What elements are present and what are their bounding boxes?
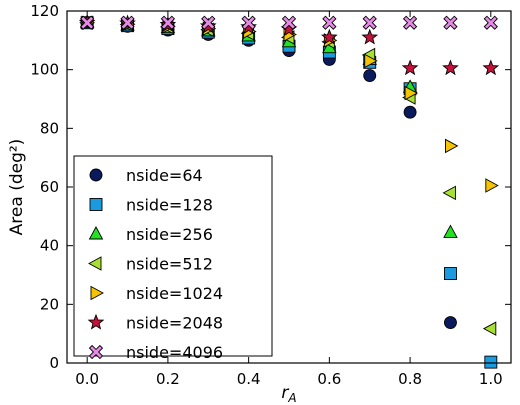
data-point [362,15,377,30]
legend-marker [89,198,103,211]
x-tick-label: 0.4 [237,370,261,388]
y-tick-label: 60 [40,178,59,196]
x-tick-label: 0.2 [156,370,180,388]
data-point [484,355,498,369]
legend-marker [89,168,103,182]
data-point [403,105,417,119]
x-tick-label: 1.0 [479,370,503,388]
data-point [402,15,418,30]
x-axis-label: rA [281,383,296,405]
legend-entry: nside=1024 [90,284,223,303]
legend-label: nside=128 [126,196,213,215]
data-point [120,15,135,30]
axes: 0.0 0.2 0.4 0.6 0.8 1.0 0 20 40 60 80 100 120 [30,2,511,388]
data-point [482,59,500,76]
data-point [443,224,458,238]
plot-frame [66,10,512,364]
data-point [482,321,497,336]
legend-label: nside=512 [126,255,213,274]
data-point [364,53,378,69]
y-tick-label: 100 [30,61,59,79]
legend-marker [88,256,102,271]
legend-entry: nside=256 [88,225,213,244]
data-point [201,15,216,30]
data-point [485,178,499,193]
data-point [240,18,257,35]
data-point [442,59,459,76]
y-tick-label: 120 [30,2,59,20]
legend: nside=64 nside=128 nside=256 nside=512 nside… [73,155,273,362]
x-tick-label: 0.6 [317,370,341,388]
data-point [483,15,498,30]
legend-marker [88,344,104,360]
legend-entry: nside=4096 [88,343,223,362]
data-point [445,138,459,154]
data-point [444,267,457,280]
data-point [281,15,297,30]
data-point [401,59,419,76]
legend-label: nside=4096 [126,343,223,362]
data-point [443,15,458,30]
legend-box [73,155,273,357]
y-tick-label: 20 [40,295,59,313]
y-tick-label: 0 [49,354,59,372]
legend-entry: nside=64 [89,166,203,185]
legend-marker [87,313,105,330]
y-tick-label: 40 [40,237,59,255]
legend-entry: nside=512 [88,255,213,274]
legend-label: nside=64 [126,166,203,185]
data-point [404,85,419,101]
y-tick-label: 80 [40,119,59,137]
legend-label: nside=2048 [126,314,223,333]
legend-entry: nside=2048 [87,313,223,333]
data-point [363,69,377,82]
data-point [321,28,338,45]
y-axis-label: Area (deg²) [7,139,27,236]
data-point [361,28,379,45]
data-point [322,15,337,30]
legend-label: nside=1024 [126,284,223,303]
legend-label: nside=256 [126,225,213,244]
series-nside-4096 [80,15,498,30]
data-point [241,15,256,30]
legend-marker [90,285,104,301]
data-point [442,185,456,201]
data-point [160,15,176,30]
data-point [80,15,95,30]
legend-marker [88,226,104,240]
legend-entry: nside=128 [89,196,213,215]
data-point [444,316,457,329]
x-tick-label: 0.0 [75,370,99,388]
data-points [78,13,500,369]
x-tick-label: 0.8 [398,370,422,388]
